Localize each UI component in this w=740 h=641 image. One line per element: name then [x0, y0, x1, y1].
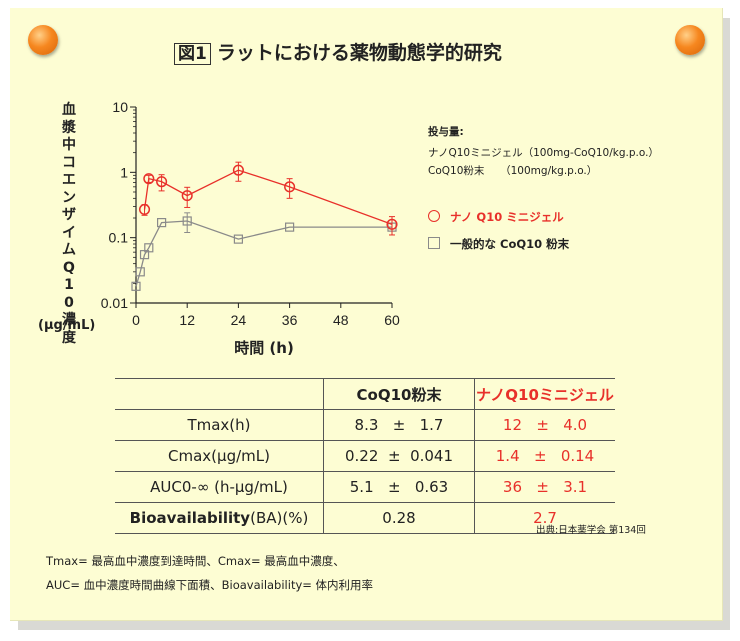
data-point-circle	[156, 176, 168, 188]
data-point-square	[233, 234, 243, 244]
pushpin-left-icon	[28, 25, 58, 55]
table-header-row: CoQ10粉末 ナノQ10ミニジェル	[115, 378, 615, 410]
cell-nano: 1.4 ± 0.14	[474, 440, 615, 472]
data-point-square	[157, 218, 167, 228]
x-axis-label: 時間 (h)	[234, 339, 294, 357]
cell-coq: 0.22 ± 0.041	[323, 440, 475, 472]
data-point-square	[285, 222, 295, 232]
x-tick-label: 36	[282, 312, 298, 328]
row-label: Cmax(μg/mL)	[115, 440, 324, 472]
dose-heading: 投与量:	[428, 126, 464, 138]
y-tick-label: 0.1	[109, 230, 129, 246]
pushpin-right-icon	[675, 25, 705, 55]
data-point-square	[131, 281, 141, 291]
title-text: ラットにおける薬物動態学的研究	[216, 42, 502, 64]
y-axis-label: 血漿中コエンザイムQ10濃度	[62, 102, 76, 346]
data-point-circle	[232, 164, 244, 176]
data-point-circle	[181, 190, 193, 202]
legend-nano: ナノ Q10 ミニジェル	[428, 209, 564, 225]
cell-nano: 36 ± 3.1	[474, 471, 615, 503]
y-tick-label: 10	[112, 99, 128, 115]
table-row: AUC0-∞ (h-μg/mL) 5.1 ± 0.63 36 ± 3.1	[115, 471, 615, 503]
row-label: Bioavailability(BA)(%)	[115, 502, 324, 534]
cell-coq: 0.28	[323, 502, 475, 534]
legend-general-label: 一般的な CoQ10 粉末	[450, 237, 570, 251]
row-label: AUC0-∞ (h-μg/mL)	[115, 471, 324, 503]
y-tick-label: 1	[120, 164, 128, 180]
cell-nano: 2.7	[474, 502, 615, 534]
table-row: Cmax(μg/mL) 0.22 ± 0.041 1.4 ± 0.14	[115, 440, 615, 472]
cell-coq: 5.1 ± 0.63	[323, 471, 475, 503]
table-row-bioavailability: Bioavailability(BA)(%) 0.28 2.7	[115, 502, 615, 534]
data-point-circle	[386, 218, 398, 230]
series-line	[135, 220, 392, 287]
footnote-line-2: AUC= 血中濃度時間曲線下面積、Bioavailability= 体内利用率	[46, 578, 374, 592]
y-axis-unit: (µg/mL)	[38, 318, 96, 333]
figure-title: 図1 ラットにおける薬物動態学的研究	[174, 38, 502, 65]
x-tick-label: 0	[132, 312, 140, 328]
data-point-circle	[284, 181, 296, 193]
legend-nano-label: ナノ Q10 ミニジェル	[450, 210, 564, 224]
header-blank	[115, 378, 324, 410]
cell-nano: 12 ± 4.0	[474, 409, 615, 441]
square-marker-icon	[428, 237, 440, 249]
source-citation: 出典:日本薬学会 第134回	[536, 525, 646, 536]
header-nano: ナノQ10ミニジェル	[474, 378, 615, 410]
series-line	[143, 169, 393, 225]
x-tick-label: 24	[231, 312, 247, 328]
x-tick-label: 12	[179, 312, 195, 328]
figure-label: 図1	[174, 43, 211, 65]
data-point-square	[144, 243, 154, 253]
data-point-square	[182, 216, 192, 226]
data-point-square	[135, 267, 145, 277]
x-tick-label: 48	[333, 312, 349, 328]
row-label: Tmax(h)	[115, 409, 324, 441]
dose-line-powder: CoQ10粉末 （100mg/kg.p.o.）	[428, 165, 598, 177]
header-coq-powder: CoQ10粉末	[323, 378, 475, 410]
legend-general: 一般的な CoQ10 粉末	[428, 236, 569, 252]
pk-chart: 0.01 0.1 1 10 0 12 24 36 48 60 時間 (h)	[101, 99, 400, 357]
circle-marker-icon	[428, 210, 440, 222]
data-point-circle	[138, 203, 151, 216]
data-point-circle	[143, 173, 155, 185]
table-row: Tmax(h) 8.3 ± 1.7 12 ± 4.0	[115, 409, 615, 441]
footnote-line-1: Tmax= 最高血中濃度到達時間、Cmax= 最高血中濃度、	[46, 554, 345, 568]
dose-line-nano: ナノQ10ミニジェル（100mg-CoQ10/kg.p.o.）	[428, 147, 659, 159]
cell-coq: 8.3 ± 1.7	[323, 409, 475, 441]
x-tick-label: 60	[384, 312, 400, 328]
y-tick-label: 0.01	[101, 295, 128, 311]
pk-parameter-table: CoQ10粉末 ナノQ10ミニジェル Tmax(h) 8.3 ± 1.7 12 …	[115, 378, 615, 534]
